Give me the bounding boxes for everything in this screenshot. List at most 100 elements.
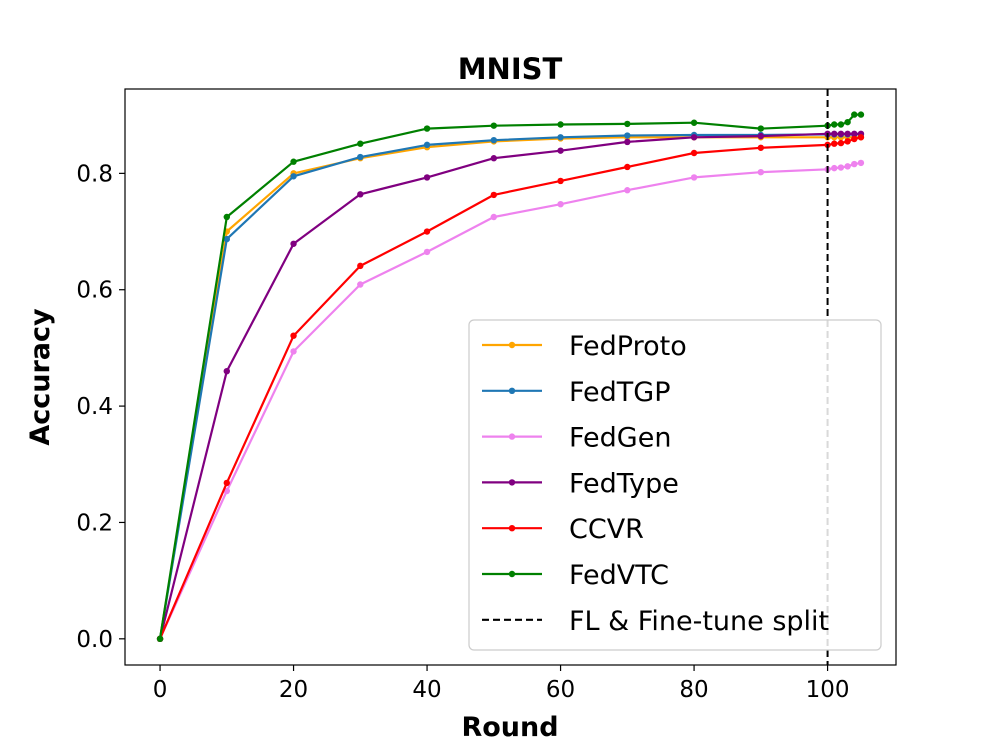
series-line-fedgen xyxy=(158,161,862,640)
data-point xyxy=(831,140,838,147)
legend-item: CCVR xyxy=(482,514,644,545)
legend-marker xyxy=(508,525,516,532)
series-line-fedtype xyxy=(158,132,861,640)
x-axis-title: Round xyxy=(461,712,558,743)
plot-lines xyxy=(156,111,865,643)
data-point xyxy=(844,118,851,126)
series-line-ccvr xyxy=(158,136,862,640)
data-point xyxy=(837,121,845,128)
data-point xyxy=(757,144,765,151)
data-point xyxy=(156,635,164,643)
x-tick-label: 20 xyxy=(279,677,308,703)
y-axis-title: Accuracy xyxy=(25,308,56,446)
data-point xyxy=(357,191,364,198)
data-point xyxy=(857,134,865,141)
series-ccvr xyxy=(156,134,865,643)
data-point xyxy=(290,332,297,339)
data-point xyxy=(223,213,230,221)
data-point xyxy=(557,177,564,185)
legend-label: CCVR xyxy=(569,514,644,545)
data-point xyxy=(690,174,698,181)
legend-item: FedVTC xyxy=(482,560,669,591)
legend-label: FedGen xyxy=(569,423,671,454)
legend-item: FedProto xyxy=(482,331,687,362)
data-point xyxy=(223,235,230,243)
legend-item: FedType xyxy=(482,468,679,499)
data-point xyxy=(624,132,631,139)
data-point xyxy=(831,121,838,128)
y-tick-label: 0.4 xyxy=(76,394,113,420)
data-point xyxy=(423,248,431,256)
data-point xyxy=(490,137,498,144)
data-point xyxy=(757,125,765,132)
y-tick-label: 0.8 xyxy=(76,161,113,187)
data-point xyxy=(423,174,431,181)
data-point xyxy=(290,240,297,247)
data-point xyxy=(851,160,858,168)
series-line-fedvtc xyxy=(158,113,861,639)
data-point xyxy=(290,158,297,165)
data-point xyxy=(837,139,845,147)
data-point xyxy=(837,130,845,137)
data-point xyxy=(851,130,858,137)
legend-item: FedGen xyxy=(482,423,671,454)
series-fedvtc xyxy=(156,111,865,643)
data-point xyxy=(357,262,364,270)
legend-marker xyxy=(508,387,516,394)
plot-frame xyxy=(124,88,897,666)
data-point xyxy=(851,111,858,118)
legend-label: FedProto xyxy=(569,331,687,362)
data-point xyxy=(557,201,564,208)
data-point xyxy=(357,281,364,288)
data-point xyxy=(357,153,364,161)
legend-marker xyxy=(508,433,516,440)
legend-label: FedType xyxy=(569,468,679,499)
data-point xyxy=(290,173,297,180)
data-point xyxy=(851,135,858,143)
x-tick-label: 40 xyxy=(412,677,441,703)
legend-item: FL & Fine-tune split xyxy=(482,606,829,637)
data-point xyxy=(490,213,498,221)
data-point xyxy=(490,122,498,129)
x-tick-label: 80 xyxy=(679,677,708,703)
data-point xyxy=(624,120,631,128)
legend-marker xyxy=(508,479,516,486)
legend-item: FedTGP xyxy=(482,377,671,408)
y-axis: 0.0 0.2 0.4 0.6 0.8 xyxy=(76,161,125,653)
x-tick-label: 100 xyxy=(806,677,850,703)
data-point xyxy=(624,187,631,194)
legend-label: FL & Fine-tune split xyxy=(569,606,829,637)
data-point xyxy=(490,155,498,162)
y-tick-label: 0.6 xyxy=(76,278,113,304)
data-point xyxy=(857,111,865,118)
y-tick-label: 0.0 xyxy=(76,627,113,653)
data-point xyxy=(624,138,631,146)
data-point xyxy=(831,164,838,172)
data-point xyxy=(423,125,431,132)
data-point xyxy=(223,479,230,487)
data-point xyxy=(357,140,364,147)
legend-box xyxy=(468,319,882,651)
data-point xyxy=(223,367,230,375)
x-axis: 0 20 40 60 80 100 xyxy=(153,665,850,703)
data-point xyxy=(831,130,838,137)
data-point xyxy=(837,164,845,171)
legend-label: FedTGP xyxy=(569,377,671,408)
data-point xyxy=(557,134,564,141)
legend: FedProto FedTGP FedGen FedType CCVR FedVTC FL … xyxy=(468,319,882,651)
legend-marker xyxy=(508,341,516,349)
data-point xyxy=(290,348,297,355)
legend-label: FedVTC xyxy=(569,560,669,591)
data-point xyxy=(624,163,631,171)
data-point xyxy=(423,141,431,149)
data-point xyxy=(690,134,698,141)
x-tick-label: 0 xyxy=(153,677,168,703)
data-point xyxy=(690,149,698,157)
data-point xyxy=(690,119,698,126)
data-point xyxy=(223,487,230,495)
data-point xyxy=(757,169,765,176)
data-point xyxy=(490,191,498,199)
data-point xyxy=(844,138,851,145)
data-point xyxy=(423,228,431,235)
